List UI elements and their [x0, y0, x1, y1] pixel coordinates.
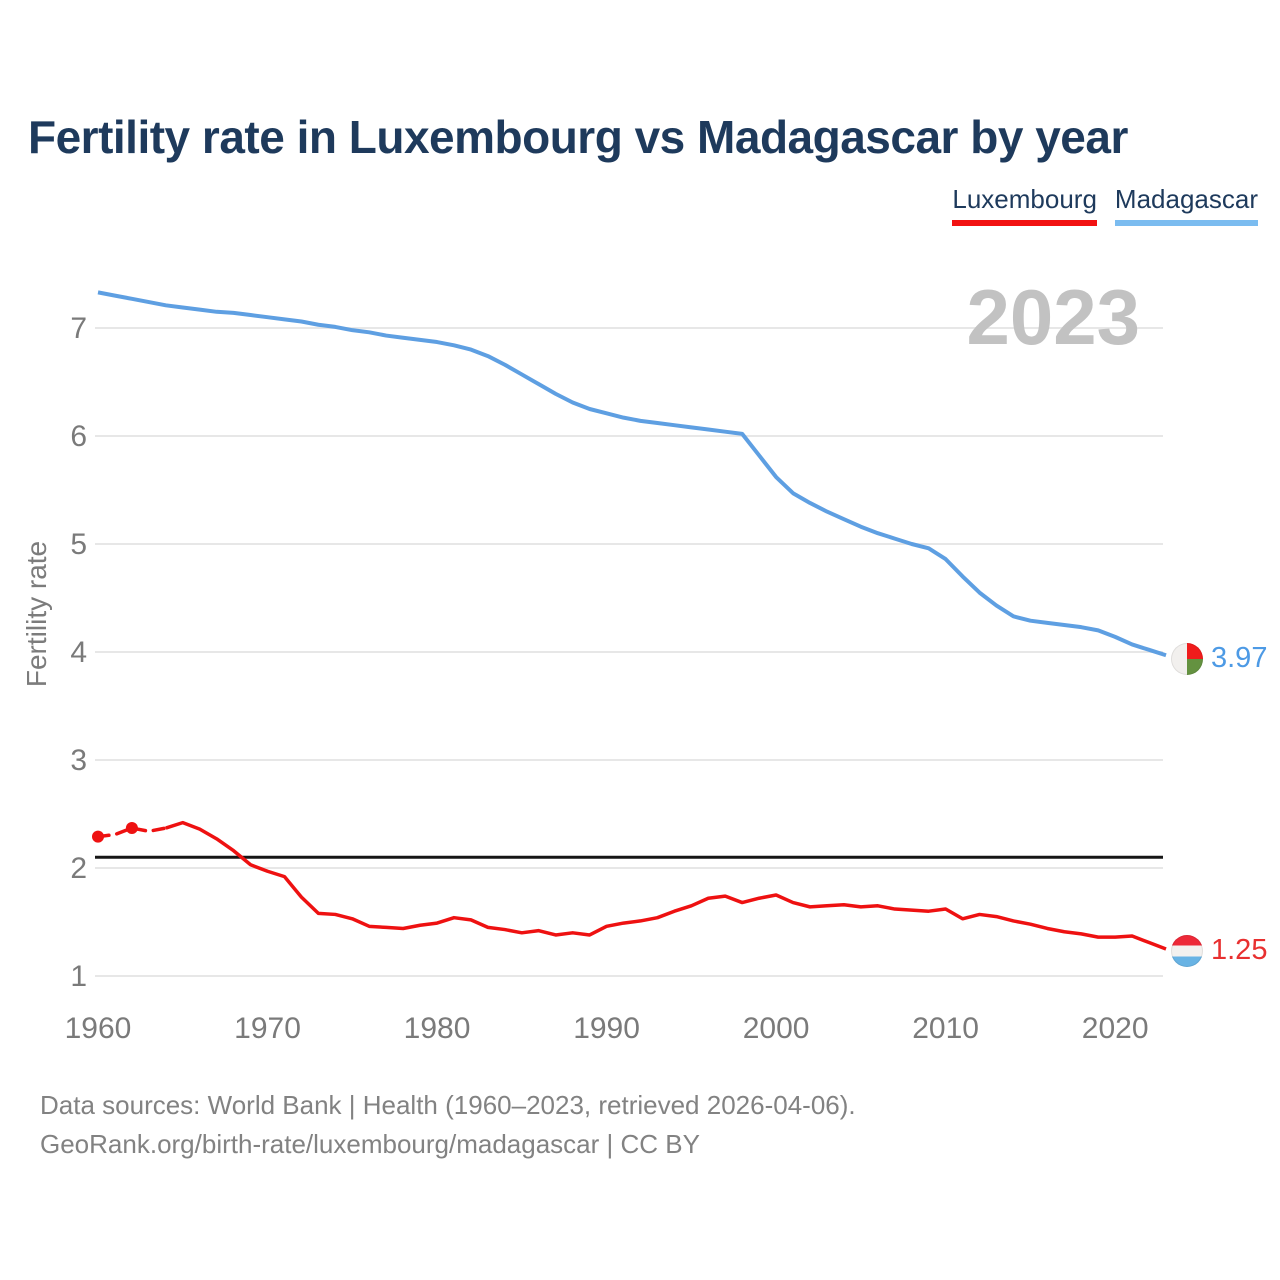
- y-tick-label-1: 1: [70, 960, 87, 993]
- legend-item-madagascar[interactable]: Madagascar: [1114, 184, 1258, 226]
- x-tick-label-1960: 1960: [65, 1012, 132, 1045]
- luxembourg-end-value: 1.25: [1211, 934, 1268, 966]
- x-tick-label-1970: 1970: [234, 1012, 301, 1045]
- y-axis-title: Fertility rate: [21, 541, 52, 687]
- legend: Luxembourg Madagascar: [952, 184, 1258, 226]
- series-line-luxembourg-dashed: [96, 826, 168, 839]
- x-tick-label-2000: 2000: [743, 1012, 810, 1045]
- madagascar-flag-icon: [1171, 642, 1203, 675]
- luxembourg-end-label: 1.25: [1171, 934, 1267, 967]
- footer: Data sources: World Bank | Health (1960–…: [40, 1086, 856, 1164]
- y-tick-label-4: 4: [70, 636, 87, 669]
- luxembourg-flag-icon: [1171, 934, 1203, 967]
- footer-sources-line: Data sources: World Bank | Health (1960–…: [40, 1090, 856, 1120]
- legend-item-luxembourg[interactable]: Luxembourg: [952, 184, 1097, 226]
- madagascar-end-value: 3.97: [1211, 642, 1268, 674]
- x-tick-label-2020: 2020: [1082, 1012, 1149, 1045]
- series-line-luxembourg: [165, 820, 1167, 951]
- y-tick-label-3: 3: [70, 744, 87, 777]
- y-tick-label-6: 6: [70, 420, 87, 453]
- footer-attribution-line: GeoRank.org/birth-rate/luxembourg/madaga…: [40, 1129, 700, 1159]
- series-line-madagascar: [97, 290, 1167, 658]
- madagascar-end-label: 3.97: [1171, 642, 1267, 675]
- x-tick-label-2010: 2010: [912, 1012, 979, 1045]
- watermark-year: 2023: [966, 273, 1140, 361]
- y-tick-label-7: 7: [70, 312, 87, 345]
- series-marker-luxembourg-1962: [125, 822, 138, 835]
- chart-title: Fertility rate in Luxembourg vs Madagasc…: [28, 111, 1128, 163]
- x-tick-label-1980: 1980: [404, 1012, 471, 1045]
- series-marker-luxembourg-1960: [92, 830, 104, 843]
- y-tick-label-2: 2: [70, 852, 87, 885]
- y-tick-label-5: 5: [70, 528, 87, 561]
- x-tick-label-1990: 1990: [573, 1012, 640, 1045]
